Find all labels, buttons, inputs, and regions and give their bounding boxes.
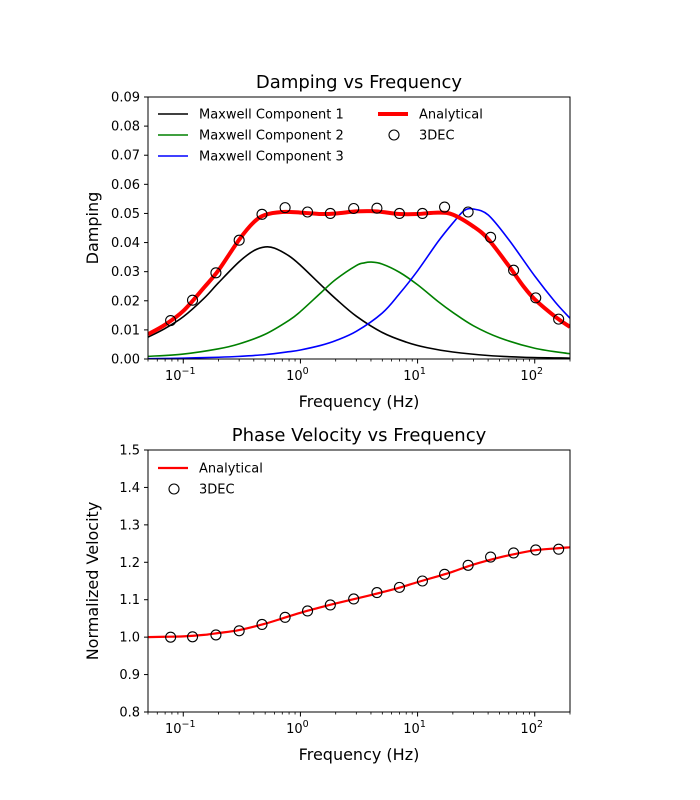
data-point-3dec — [439, 201, 451, 213]
data-point-3dec — [233, 234, 245, 246]
legend-marker — [168, 483, 180, 495]
y-tick-label: 0.01 — [111, 323, 140, 338]
data-point-3dec — [393, 207, 405, 219]
axes-frame — [147, 96, 571, 360]
data-point-3dec — [508, 547, 520, 559]
x-axis-label: Frequency (Hz) — [299, 392, 420, 411]
axes-frame — [147, 449, 571, 713]
y-tick-label: 1.1 — [119, 593, 140, 608]
data-point-3dec — [485, 551, 497, 563]
legend-item: 3DEC — [388, 129, 455, 144]
data-point-3dec — [462, 206, 474, 218]
data-point-3dec — [508, 264, 520, 276]
data-point-3dec — [165, 315, 177, 327]
legend-item: Maxwell Component 3 — [158, 150, 344, 165]
x-tick-label: 10−1 — [165, 719, 196, 737]
data-point-3dec — [324, 207, 336, 219]
data-point-3dec — [530, 544, 542, 556]
data-point-3dec — [324, 599, 336, 611]
x-axis-label: Frequency (Hz) — [299, 745, 420, 764]
legend-marker — [388, 129, 400, 141]
series-line-analytical — [148, 209, 570, 337]
legend: Maxwell Component 1 Maxwell Component 2 Ma… — [158, 108, 483, 165]
chart-title: Phase Velocity vs Frequency — [232, 425, 487, 446]
y-tick-label: 0.00 — [111, 353, 140, 368]
data-point-3dec — [279, 611, 291, 623]
x-tick-label: 102 — [520, 719, 543, 737]
data-point-3dec — [186, 294, 199, 306]
x-tick-label: 100 — [286, 366, 309, 384]
series-line-analytical — [148, 546, 570, 639]
y-tick-label: 0.06 — [111, 178, 140, 193]
data-point-3dec — [256, 618, 268, 630]
x-tick-label: 101 — [403, 719, 426, 737]
data-point-3dec — [553, 543, 565, 555]
data-point-3dec — [279, 202, 291, 214]
data-point-3dec — [301, 605, 314, 617]
data-point-3dec — [210, 267, 222, 279]
damping-chart: Damping vs Frequency 0.00 0.01 0.02 0.03 0.04… — [83, 72, 571, 411]
legend-label: Maxwell Component 2 — [199, 129, 344, 144]
data-point-3dec — [393, 581, 405, 593]
plot-area — [148, 543, 570, 643]
legend: Analytical 3DEC — [158, 462, 263, 498]
data-point-3dec — [165, 631, 177, 643]
y-tick-label: 0.09 — [111, 91, 140, 106]
data-point-3dec — [371, 202, 383, 214]
y-axis-label: Normalized Velocity — [83, 502, 102, 661]
series-line-maxwell-component-1 — [148, 245, 570, 359]
data-point-3dec — [348, 593, 360, 605]
legend-item: Analytical — [158, 462, 263, 477]
y-tick-label: 0.02 — [111, 294, 140, 309]
y-tick-label: 1.0 — [119, 631, 140, 646]
x-tick-label: 101 — [403, 366, 426, 384]
legend-item: Maxwell Component 2 — [158, 129, 344, 144]
data-point-3dec — [439, 568, 451, 580]
y-tick-label: 0.08 — [111, 120, 140, 135]
chart-title: Damping vs Frequency — [256, 72, 462, 93]
data-point-3dec — [210, 629, 222, 641]
y-tick-label: 1.5 — [119, 444, 140, 459]
legend-label: 3DEC — [419, 129, 455, 144]
y-tick-label: 0.9 — [119, 668, 140, 683]
data-point-3dec — [233, 625, 245, 637]
y-tick-label: 0.04 — [111, 236, 140, 251]
x-tick-label: 100 — [286, 719, 309, 737]
y-tick-label: 1.3 — [119, 518, 140, 533]
data-point-3dec — [416, 207, 428, 219]
y-tick-label: 1.2 — [119, 556, 140, 571]
data-point-3dec — [371, 587, 383, 599]
data-point-3dec — [256, 208, 268, 220]
legend-label: Analytical — [419, 108, 483, 123]
phase-velocity-chart: Phase Velocity vs Frequency 0.8 0.9 1.0 1.1 1… — [83, 425, 571, 764]
data-point-3dec — [553, 313, 565, 325]
data-point-3dec — [530, 292, 542, 304]
y-tick-label: 0.05 — [111, 207, 140, 222]
x-tick-label: 102 — [520, 366, 543, 384]
x-tick-label: 10−1 — [165, 366, 196, 384]
y-tick-label: 1.4 — [119, 481, 140, 496]
legend-item: Maxwell Component 1 — [158, 108, 344, 123]
y-tick-label: 0.8 — [119, 706, 140, 721]
y-tick-label: 0.07 — [111, 149, 140, 164]
data-point-3dec — [485, 231, 497, 243]
legend-label: Maxwell Component 1 — [199, 108, 344, 123]
data-point-3dec — [348, 202, 360, 215]
data-point-3dec — [416, 575, 428, 587]
data-point-3dec — [186, 631, 199, 643]
plot-area — [148, 201, 570, 359]
legend-item: Analytical — [378, 108, 483, 123]
y-tick-label: 0.03 — [111, 265, 140, 280]
series-line-maxwell-component-3 — [148, 207, 570, 359]
data-point-3dec — [462, 559, 474, 571]
legend-label: Analytical — [199, 462, 263, 477]
data-point-3dec — [301, 206, 314, 218]
series-line-maxwell-component-2 — [148, 261, 570, 358]
y-axis-label: Damping — [83, 192, 102, 265]
legend-label: 3DEC — [199, 483, 235, 498]
legend-label: Maxwell Component 3 — [199, 150, 344, 165]
legend-item: 3DEC — [168, 483, 235, 498]
